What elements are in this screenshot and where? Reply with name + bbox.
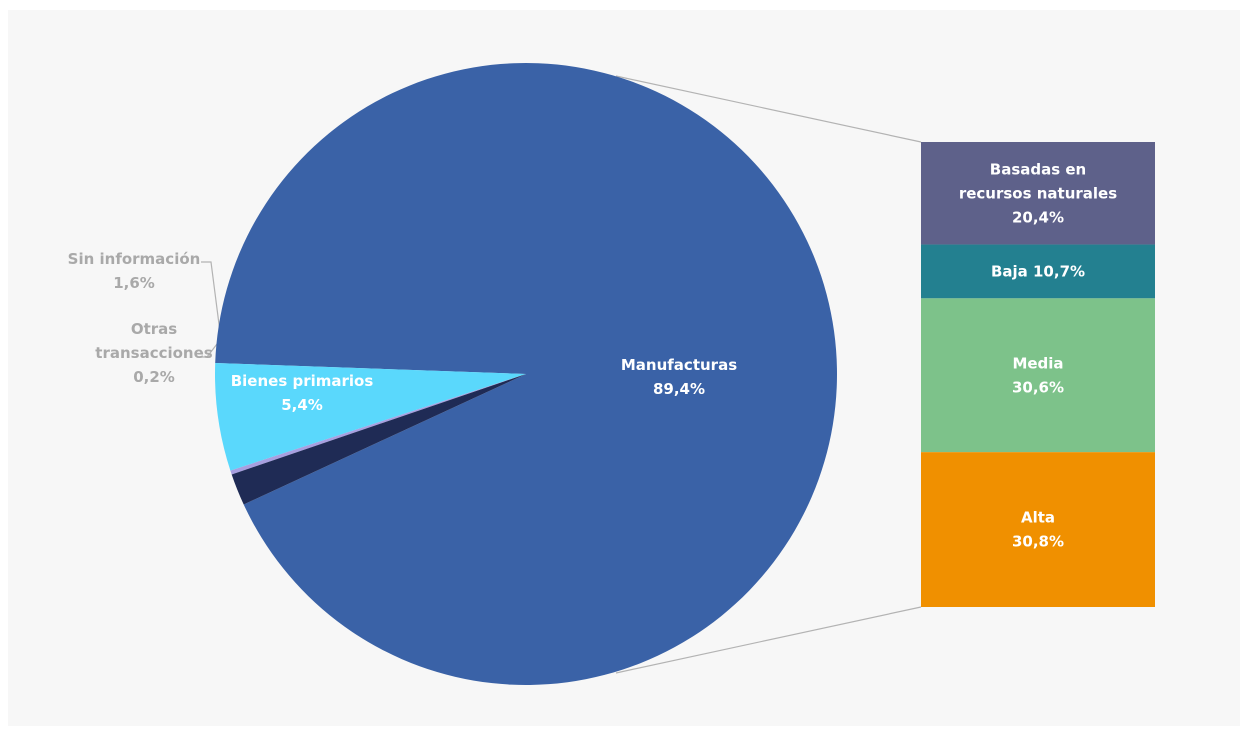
connector-top: [615, 75, 922, 143]
bar-segment-media: [921, 298, 1155, 453]
bar-label-baja-line: Baja 10,7%: [991, 262, 1085, 280]
leader-line-sin-informacion: [201, 261, 221, 333]
connector-bottom: [615, 606, 922, 674]
bar-label-baja: Baja 10,7%: [991, 262, 1085, 280]
pie-slice-manufacturas: [215, 63, 837, 686]
pie-chart: [215, 63, 837, 686]
bar-label-basadas-en-recursos-naturales-line: Basadas en: [990, 160, 1086, 178]
pie-label-sin-informacion: Sin información 1,6%: [68, 250, 201, 292]
pie-label-otras-transacciones-line: transacciones: [95, 344, 213, 362]
pie-slice-otras-transacciones: [230, 374, 527, 475]
bar-segment-baja: [921, 244, 1155, 299]
bar-label-alta: Alta 30,8%: [1012, 509, 1064, 551]
connector-lines: [197, 75, 922, 674]
pie-label-bienes-primarios-line: 5,4%: [281, 396, 323, 414]
pie-label-manufacturas-line: Manufacturas: [621, 356, 737, 374]
bar-label-media-line: 30,6%: [1012, 378, 1064, 396]
bar-segment-basadas-en-recursos-naturales: [921, 142, 1155, 245]
pie-label-otras-transacciones: Otras transacciones 0,2%: [95, 320, 213, 386]
pie-label-bienes-primarios-line: Bienes primarios: [231, 372, 374, 390]
chart-frame: Manufacturas 89,4% Bienes primarios 5,4% Otr…: [8, 10, 1240, 726]
pie-label-sin-informacion-line: 1,6%: [113, 274, 155, 292]
pie-label-otras-transacciones-line: 0,2%: [133, 368, 175, 386]
pie-label-manufacturas-line: 89,4%: [653, 380, 705, 398]
leader-line-otras-transacciones: [197, 343, 218, 358]
pie-slice-sin-informacion: [231, 374, 526, 505]
pie-label-otras-transacciones-line: Otras: [131, 320, 177, 338]
bar-label-media: Media 30,6%: [1012, 354, 1064, 396]
bar-label-alta-line: 30,8%: [1012, 533, 1064, 551]
pie-label-sin-informacion-line: Sin información: [68, 250, 201, 268]
stacked-bar: [921, 142, 1155, 607]
pie-slice-bienes-primarios: [215, 363, 527, 471]
bar-segment-alta: [921, 452, 1155, 607]
bar-label-basadas-en-recursos-naturales-line: 20,4%: [1012, 208, 1064, 226]
bar-label-basadas-en-recursos-naturales-line: recursos naturales: [959, 184, 1117, 202]
pie-label-manufacturas: Manufacturas 89,4%: [621, 356, 737, 398]
bar-label-alta-line: Alta: [1021, 509, 1055, 527]
chart-labels: Manufacturas 89,4% Bienes primarios 5,4% Otr…: [68, 160, 1118, 550]
pie-label-bienes-primarios: Bienes primarios 5,4%: [231, 372, 374, 414]
bar-label-basadas-en-recursos-naturales: Basadas en recursos naturales 20,4%: [959, 160, 1117, 226]
chart-svg: Manufacturas 89,4% Bienes primarios 5,4% Otr…: [68, 63, 1155, 686]
bar-label-media-line: Media: [1012, 354, 1063, 372]
